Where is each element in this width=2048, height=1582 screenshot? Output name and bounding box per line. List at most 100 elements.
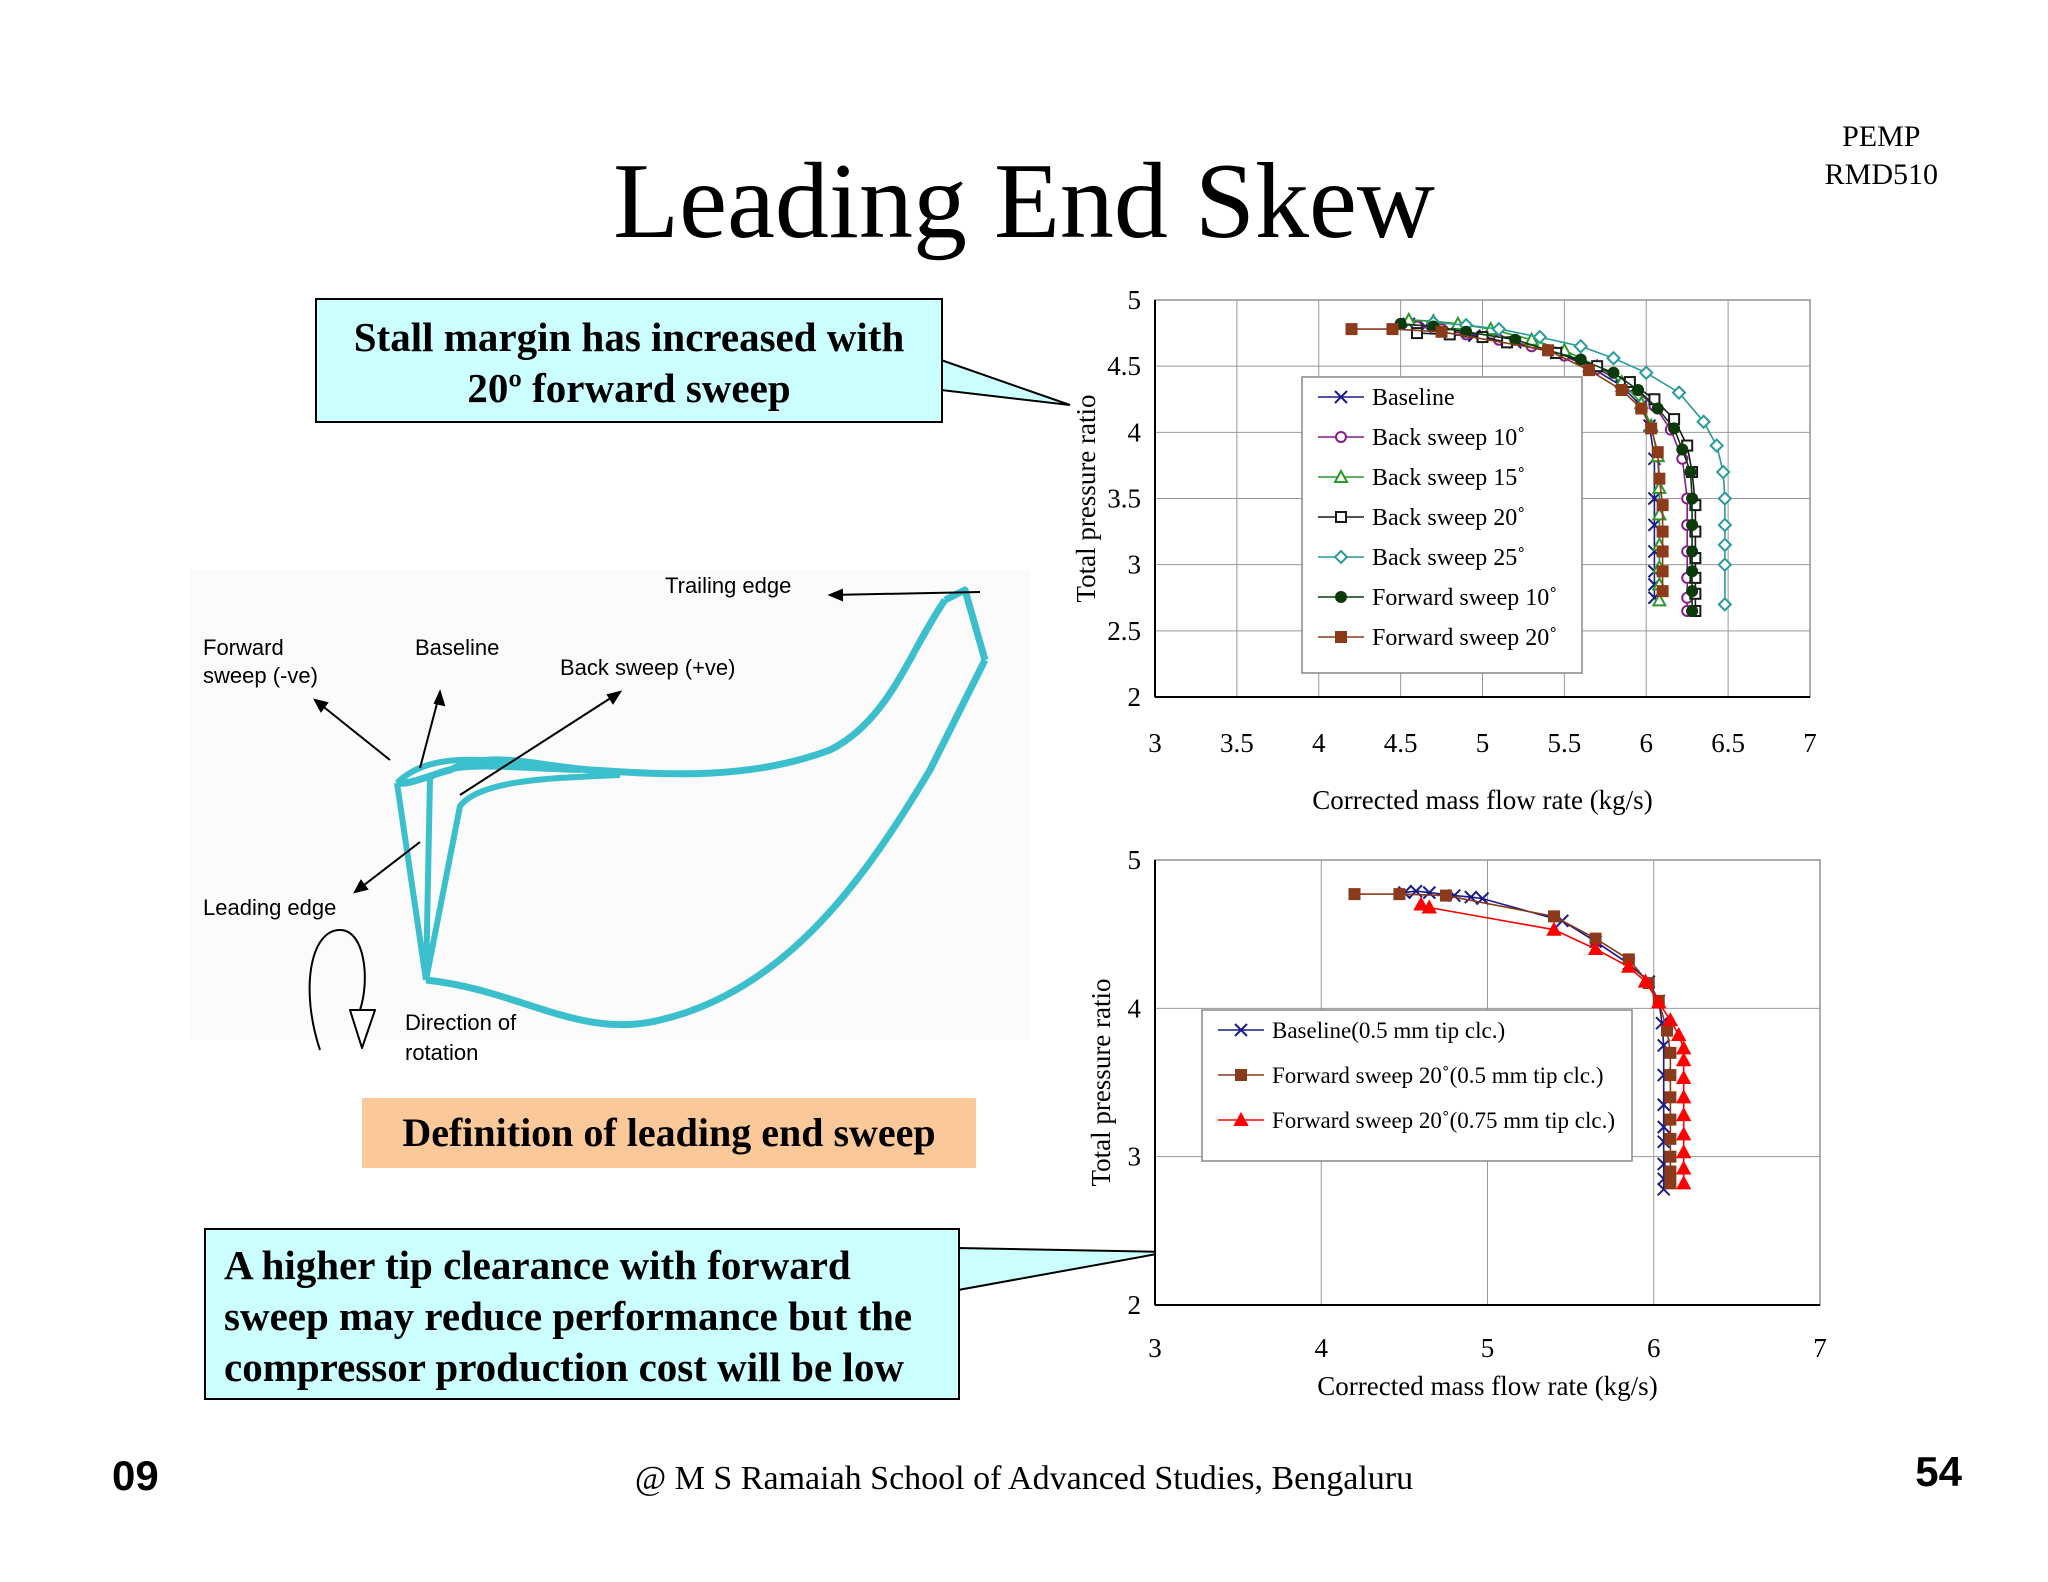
y-tick-label: 3: [1128, 1142, 1142, 1172]
tip-callout-line1: A higher tip clearance with forward: [224, 1242, 851, 1288]
data-point: [1421, 899, 1437, 914]
y-tick-label: 3: [1128, 550, 1142, 580]
y-tick-label: 4: [1128, 417, 1142, 447]
x-axis-label: Corrected mass flow rate (kg/s): [1317, 1371, 1657, 1401]
forward-sweep-arrowhead: [313, 698, 329, 713]
data-point: [1717, 557, 1733, 573]
trailing-edge-arrowhead: [827, 588, 843, 602]
data-point: [1587, 940, 1604, 955]
series-line: [1433, 321, 1726, 605]
data-point: [1664, 1165, 1677, 1178]
diagram-background: [190, 570, 1030, 1040]
data-point: [1671, 385, 1687, 401]
legend-marker: [1333, 468, 1349, 483]
stall-margin-callout: Stall margin has increased with 20º forw…: [315, 298, 943, 423]
data-point: [1664, 1177, 1677, 1190]
y-tick-label: 4: [1128, 993, 1142, 1023]
diagram-pointers: [313, 588, 981, 894]
y-tick-label: 2.5: [1107, 616, 1141, 646]
baseline-pointer: [419, 691, 441, 769]
back-sweep-arrowhead: [606, 690, 623, 705]
data-point: [1675, 1175, 1692, 1190]
x-tick-label: 4: [1312, 728, 1326, 758]
data-point: [1717, 596, 1733, 612]
data-point: [1637, 973, 1654, 988]
legend-marker: [1333, 549, 1349, 565]
legend-marker: [1233, 1111, 1249, 1126]
footer-left: 09: [112, 1452, 159, 1499]
data-point: [1386, 323, 1399, 336]
legend-label: Forward sweep 10˚: [1372, 585, 1557, 611]
data-point: [1573, 338, 1589, 354]
data-point: [1664, 1091, 1677, 1104]
x-tick-label: 6.5: [1711, 728, 1745, 758]
x-tick-label: 5: [1481, 1333, 1495, 1363]
legend-label: Baseline: [1372, 385, 1455, 411]
course-code: PEMP RMD510: [1825, 118, 1938, 194]
legend-label: Back sweep 15˚: [1372, 465, 1525, 491]
chart-sweep-comparison: 3 3.5 4 4.5 5 5.5 6 6.5 7 2 2.5 3 3.5 4 4.5 5 Corrected …: [1071, 285, 1817, 815]
data-point: [1686, 565, 1699, 578]
data-point: [1662, 1012, 1679, 1027]
data-point: [1548, 910, 1560, 923]
data-point: [1393, 888, 1406, 901]
data-point: [1546, 921, 1562, 936]
data-point: [1651, 402, 1664, 415]
data-point: [1709, 438, 1725, 453]
back-sweep-pointer: [459, 691, 621, 796]
data-point: [1651, 446, 1664, 459]
x-tick-label: 5.5: [1548, 728, 1582, 758]
x-tick-label: 7: [1813, 1333, 1827, 1363]
data-point: [1664, 1069, 1677, 1082]
footer-page-number: 54: [1915, 1448, 1962, 1495]
blade-hub-curve: [425, 658, 989, 1029]
legend-label: Baseline(0.5 mm tip clc.): [1272, 1018, 1505, 1043]
course-code-line2: RMD510: [1824, 158, 1938, 191]
sweep-definition-diagram: Trailing edge Forward sweep (-ve) Baseli…: [190, 570, 1030, 1065]
forward-sweep-label-line2: sweep (-ve): [203, 663, 318, 688]
data-point: [1439, 889, 1452, 902]
data-point: [1675, 1089, 1692, 1104]
y-tick-label: 5: [1128, 845, 1142, 875]
legend-marker: [1335, 591, 1347, 603]
data-point: [1675, 1160, 1692, 1175]
x-tick-label: 3: [1148, 1333, 1162, 1363]
definition-label: Definition of leading end sweep: [362, 1098, 976, 1168]
legend-marker: [1335, 631, 1347, 643]
data-point: [1664, 1150, 1677, 1163]
data-point: [1435, 325, 1448, 338]
data-point: [1651, 994, 1667, 1009]
data-point: [1656, 565, 1669, 578]
legend-marker: [1334, 390, 1348, 404]
x-axis-label: Corrected mass flow rate (kg/s): [1312, 785, 1652, 815]
data-point: [1656, 525, 1669, 538]
forward-sweep-pointer: [314, 699, 391, 761]
y-tick-label: 2: [1128, 682, 1142, 712]
data-point: [1717, 517, 1733, 533]
data-point: [1621, 958, 1637, 973]
leading-edge-pointer: [354, 841, 421, 893]
data-point: [1656, 499, 1669, 512]
data-point: [1635, 402, 1648, 415]
legend-marker: [1335, 431, 1347, 443]
y-axis-label: Total pressure ratio: [1071, 394, 1101, 602]
data-point: [1574, 353, 1587, 366]
data-point: [1542, 344, 1554, 357]
data-point: [1686, 604, 1699, 617]
stall-callout-line2: 20º forward sweep: [467, 365, 791, 411]
data-point: [1656, 585, 1669, 598]
course-code-line1: PEMP: [1842, 120, 1921, 153]
baseline-blade: [394, 756, 581, 981]
data-point: [1476, 331, 1489, 344]
forward-sweep-label-line1: Forward: [203, 635, 284, 660]
blade-outlines: [308, 586, 989, 1051]
data-point: [1671, 1026, 1687, 1042]
y-tick-label: 3.5: [1107, 484, 1141, 514]
data-point: [1411, 327, 1423, 340]
legend-label: Forward sweep 20˚(0.5 mm tip clc.): [1272, 1063, 1604, 1088]
back-sweep-label: Back sweep (+ve): [560, 655, 735, 680]
data-point: [1686, 545, 1699, 558]
data-point: [1491, 321, 1507, 337]
legend-label: Forward sweep 20˚(0.75 mm tip clc.): [1272, 1108, 1615, 1133]
